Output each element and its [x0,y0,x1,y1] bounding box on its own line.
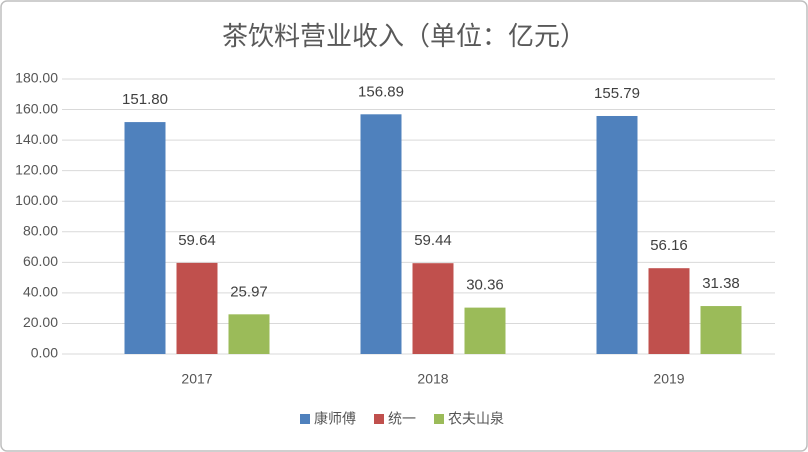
chart-title: 茶饮料营业收入（单位：亿元） [222,21,586,51]
value-label: 151.80 [122,91,168,108]
value-label: 59.44 [414,232,452,249]
legend-label: 统一 [388,411,416,427]
y-tick-label: 120.00 [15,161,58,177]
value-label: 59.64 [178,232,216,249]
bar [648,268,690,354]
bar [464,307,506,354]
legend-swatch [374,414,384,424]
legend-swatch [300,414,310,424]
value-label: 56.16 [650,237,688,254]
value-label: 31.38 [702,275,740,292]
y-tick-label: 180.00 [15,70,58,86]
legend-label: 农夫山泉 [448,411,504,427]
y-tick-label: 80.00 [23,222,58,238]
x-tick-label: 2019 [653,371,684,387]
y-tick-label: 20.00 [23,314,58,330]
x-tick-label: 2018 [417,371,448,387]
bar [228,314,270,354]
bar [412,263,454,354]
legend-label: 康师傅 [314,411,356,427]
value-label: 155.79 [594,85,640,102]
y-tick-label: 0.00 [31,345,58,361]
bar [360,114,402,354]
y-tick-label: 160.00 [15,100,58,116]
bar [176,262,218,354]
value-label: 156.89 [358,83,404,100]
y-tick-label: 40.00 [23,284,58,300]
legend-swatch [434,414,444,424]
bar [596,115,638,354]
bar [124,122,166,354]
value-label: 30.36 [466,277,504,294]
y-tick-label: 60.00 [23,253,58,269]
y-tick-label: 140.00 [15,131,58,147]
value-label: 25.97 [230,283,268,300]
x-tick-label: 2017 [181,371,212,387]
y-tick-label: 100.00 [15,192,58,208]
bar [700,306,742,354]
